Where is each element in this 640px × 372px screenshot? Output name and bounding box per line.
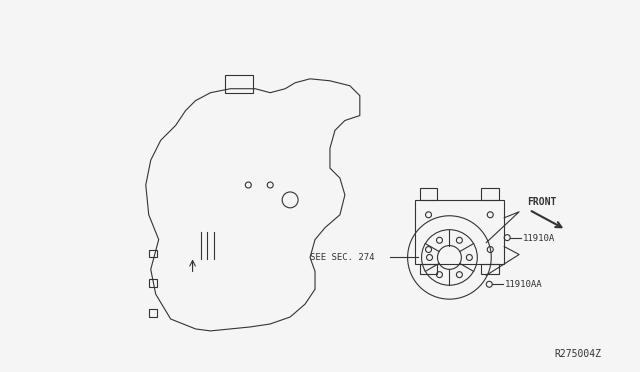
Bar	[420, 188, 438, 200]
Bar	[481, 188, 499, 200]
Bar	[420, 264, 438, 274]
Text: 11910A: 11910A	[523, 234, 556, 243]
Bar	[148, 279, 157, 287]
Text: SEE SEC. 274: SEE SEC. 274	[310, 253, 374, 262]
Text: FRONT: FRONT	[527, 197, 556, 207]
Bar	[481, 264, 499, 274]
Text: 11910AA: 11910AA	[505, 280, 543, 289]
Bar	[148, 309, 157, 317]
Text: R275004Z: R275004Z	[554, 349, 601, 359]
Bar	[415, 200, 504, 264]
Bar	[148, 250, 157, 257]
